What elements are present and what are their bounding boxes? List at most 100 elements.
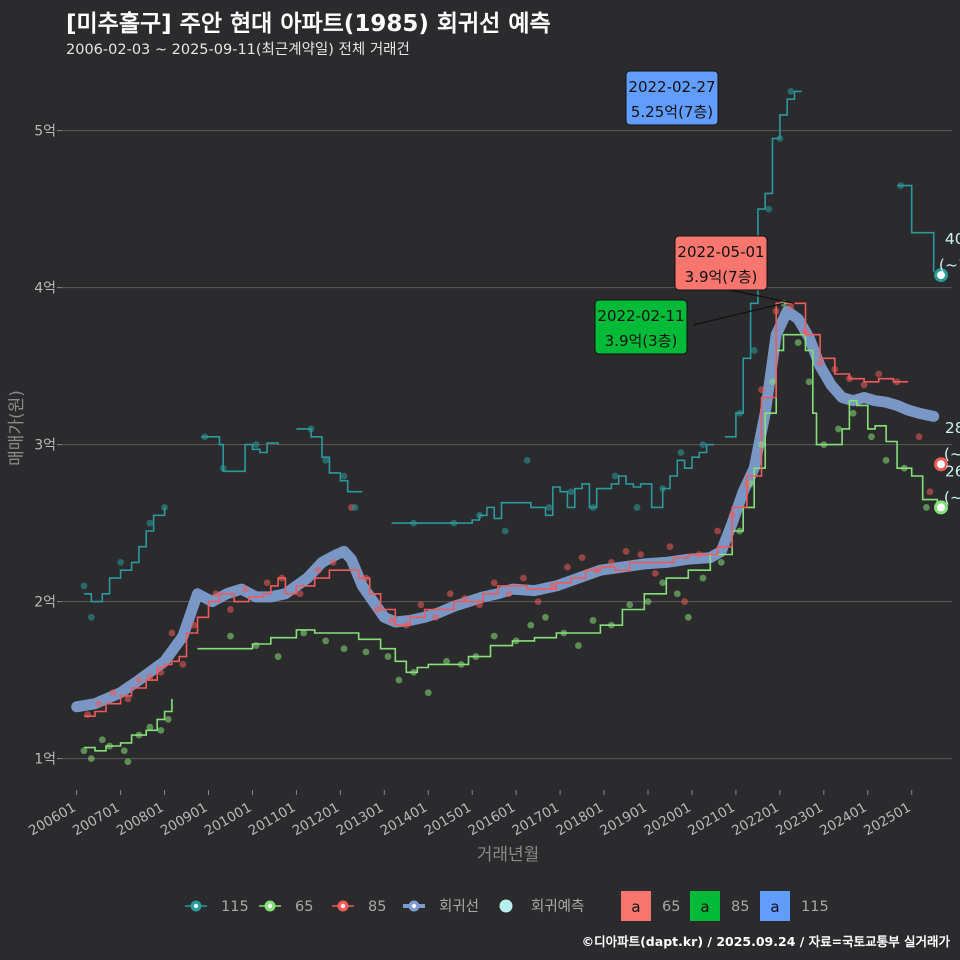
transaction-point-65 (794, 339, 802, 346)
series-line-115 (296, 428, 363, 493)
series-line-115 (897, 184, 935, 272)
x-tick-label: 201001 (202, 800, 255, 840)
annotation-date: 2022-02-11 (597, 307, 684, 325)
transaction-point-85 (651, 569, 659, 577)
transaction-point-65 (362, 648, 370, 656)
annotation-box-box115 (625, 70, 719, 126)
x-tick-label: 201801 (553, 800, 606, 840)
transaction-point-65 (146, 723, 154, 731)
transaction-point-65 (98, 736, 106, 744)
transaction-point-85 (893, 378, 901, 386)
transaction-point-115 (410, 519, 418, 527)
transaction-point-115 (322, 456, 330, 464)
transaction-point-115 (765, 205, 773, 213)
legend-symbol-center (411, 903, 417, 909)
x-tick-label: 202301 (773, 800, 826, 840)
transaction-point-85 (549, 582, 557, 590)
transaction-point-115 (736, 409, 743, 417)
x-tick-label: 200601 (26, 800, 79, 840)
transaction-point-65 (673, 590, 681, 598)
transaction-point-65 (805, 378, 813, 386)
transaction-point-65 (769, 378, 776, 386)
transaction-point-85 (728, 511, 736, 519)
x-tick-label: 201201 (290, 800, 343, 840)
legend-box-box65 (621, 891, 651, 921)
transaction-point-65 (395, 676, 403, 684)
transaction-point-85 (772, 307, 780, 315)
legend-symbol-center (340, 903, 346, 909)
y-tick-label: 3억 (34, 438, 56, 454)
x-tick-label: 200701 (70, 800, 123, 840)
transaction-point-115 (201, 433, 209, 441)
transaction-point-85 (388, 617, 396, 624)
series-line-85 (84, 302, 908, 717)
forecast-area-label: (~65㎡) (944, 488, 960, 506)
legend-box-glyph: a (631, 898, 640, 916)
transaction-point-115 (633, 504, 641, 511)
legend-label-forecast: 회귀예측 (531, 898, 584, 915)
transaction-point-85 (278, 574, 286, 582)
transaction-point-65 (758, 441, 765, 449)
legend-label-box115: 115 (801, 899, 829, 915)
x-tick-label: 201901 (597, 800, 650, 840)
transaction-point-65 (882, 456, 890, 464)
transaction-point-115 (776, 135, 784, 142)
transaction-point-65 (922, 504, 930, 511)
chart-subtitle: 2006-02-03 ~ 2025-09-11(최근계약일) 전체 거래건 (66, 42, 410, 58)
transaction-point-65 (424, 689, 432, 697)
annotation-box-box85 (594, 299, 688, 355)
forecast-area-label: (~115㎡) (939, 256, 960, 274)
transaction-point-85 (296, 590, 304, 598)
legend-box-glyph: a (770, 898, 779, 916)
legend-symbol-forecast (499, 899, 513, 913)
transaction-point-85 (915, 433, 923, 441)
x-tick-label: 200801 (114, 800, 167, 840)
series-line-115 (724, 90, 802, 438)
forecast-value-label: 28,750 (945, 419, 960, 437)
transaction-point-115 (307, 425, 315, 433)
legend-box-box85 (690, 891, 720, 921)
transaction-point-115 (567, 488, 575, 496)
x-tick-label: 201501 (422, 800, 475, 840)
transaction-point-85 (593, 566, 601, 574)
forecast-point-115 (934, 268, 949, 283)
transaction-point-85 (637, 551, 645, 558)
transaction-point-65 (699, 574, 707, 582)
transaction-point-65 (542, 613, 549, 621)
transaction-point-85 (362, 574, 370, 582)
transaction-point-85 (695, 551, 703, 558)
y-tick-label: 5억 (34, 124, 56, 140)
transaction-point-85 (816, 359, 824, 367)
transaction-point-65 (589, 617, 597, 624)
transaction-point-65 (274, 653, 282, 660)
legend-symbol-center (193, 903, 199, 909)
transaction-point-65 (80, 747, 88, 755)
transaction-point-85 (124, 695, 132, 703)
source-caption: ©디아파트(dapt.kr) / 2025.09.24 / 자료=국토교통부 실… (581, 934, 950, 949)
transaction-point-65 (820, 441, 828, 449)
transaction-point-115 (523, 456, 531, 464)
transaction-point-85 (95, 700, 103, 708)
transaction-point-115 (476, 511, 483, 519)
transaction-point-85 (135, 676, 143, 684)
transaction-point-115 (146, 519, 154, 527)
transaction-point-65 (575, 642, 582, 649)
y-tick-label: 1억 (34, 752, 56, 768)
transaction-point-65 (560, 629, 568, 637)
transaction-point-85 (875, 370, 883, 378)
legend-label-85: 85 (368, 899, 386, 915)
transaction-point-85 (402, 621, 410, 629)
transaction-point-65 (384, 653, 392, 660)
transaction-point-65 (835, 425, 842, 433)
transaction-point-115 (589, 504, 597, 511)
transaction-point-65 (157, 726, 165, 734)
x-tick-label: 202201 (729, 800, 782, 840)
legend-label-box65: 65 (662, 899, 680, 915)
transaction-point-65 (300, 629, 308, 637)
y-axis-label: 매매가(원) (7, 390, 27, 466)
transaction-point-65 (684, 613, 692, 621)
forecast-area-label: (~85㎡) (944, 445, 960, 463)
transaction-point-65 (644, 598, 652, 606)
annotation-leader (724, 288, 795, 304)
forecast-value-label: 26,000 (945, 462, 960, 480)
